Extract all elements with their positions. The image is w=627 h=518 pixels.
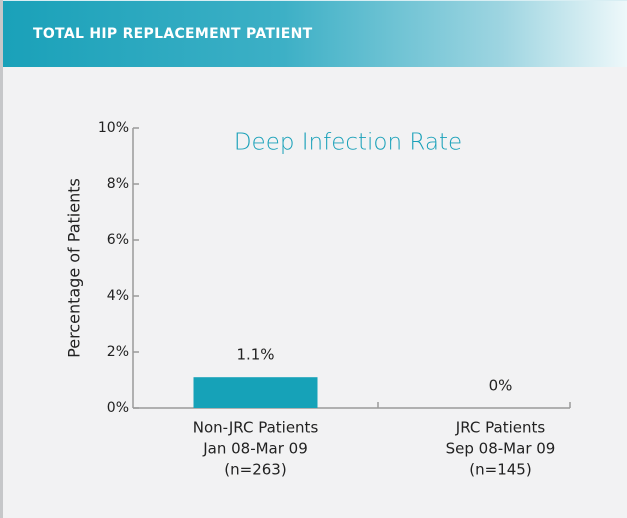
y-tick-label: 4% xyxy=(107,288,129,304)
y-tick-label: 0% xyxy=(107,400,129,416)
x-tick-label: Jan 08-Mar 09 xyxy=(202,440,308,458)
x-tick-label: (n=263) xyxy=(224,461,286,479)
y-tick-label: 2% xyxy=(107,344,129,360)
header-bar: TOTAL HIP REPLACEMENT PATIENT xyxy=(3,0,627,67)
chart-title: Deep Infection Rate xyxy=(234,130,462,156)
y-tick-label: 8% xyxy=(107,176,129,192)
value-label: 0% xyxy=(489,377,513,395)
value-label: 1.1% xyxy=(236,346,274,364)
y-tick-label: 10% xyxy=(98,120,129,136)
header-title: TOTAL HIP REPLACEMENT PATIENT xyxy=(33,26,313,42)
x-tick-label: JRC Patients xyxy=(455,419,546,437)
x-tick-label: Non-JRC Patients xyxy=(193,419,319,437)
bar xyxy=(193,377,318,408)
chart: Deep Infection Rate Percentage of Patien… xyxy=(65,120,571,479)
y-tick-label: 6% xyxy=(107,232,129,248)
x-tick-label: Sep 08-Mar 09 xyxy=(446,440,556,458)
x-tick-label: (n=145) xyxy=(469,461,531,479)
y-axis-label: Percentage of Patients xyxy=(65,178,84,358)
